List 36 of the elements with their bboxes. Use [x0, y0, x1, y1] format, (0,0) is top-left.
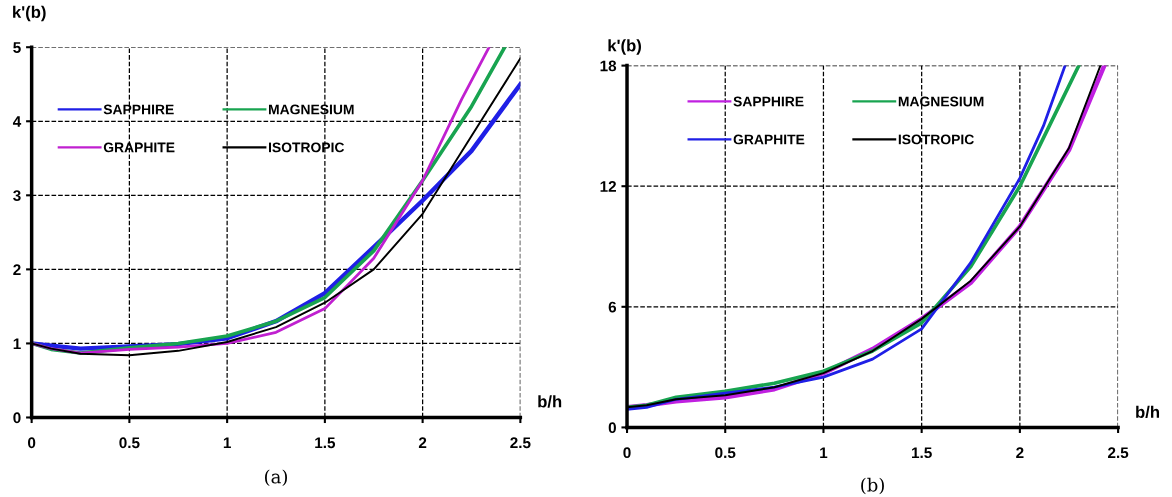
y-tick-label: 5: [13, 42, 21, 53]
x-tick-label: 0: [28, 437, 36, 449]
x-tick-label: 1: [820, 447, 828, 458]
y-axis-title: k'(b): [608, 39, 641, 55]
y-axis-title: k'(b): [13, 5, 46, 22]
x-axis-title: b/h: [538, 395, 562, 408]
y-tick-label: 2: [13, 264, 21, 275]
x-axis-title: b/h: [1136, 405, 1160, 419]
legend-label: SAPPHIRE: [733, 96, 804, 107]
x-tick-label: 2.5: [510, 437, 531, 449]
x-tick-label: 1: [223, 437, 231, 448]
legend-label: ISOTROPIC: [898, 134, 974, 145]
y-tick-label: 6: [608, 301, 617, 313]
y-tick-label: 18: [600, 60, 617, 72]
y-tick-label: 3: [13, 190, 21, 202]
legend-label: MAGNESIUM: [898, 96, 984, 107]
x-tick-label: 2.5: [1108, 447, 1129, 459]
legend-label: GRAPHITE: [103, 142, 175, 153]
legend-label: MAGNESIUM: [269, 104, 354, 115]
x-tick-label: 2: [418, 437, 427, 448]
y-tick-label: 0: [13, 412, 21, 424]
y-tick-label: 1: [13, 338, 21, 349]
legend-label: SAPPHIRE: [103, 104, 174, 115]
legend-label: GRAPHITE: [733, 134, 805, 145]
legend-label: ISOTROPIC: [269, 142, 345, 153]
y-tick-label: 4: [12, 116, 22, 127]
x-tick-label: 1.5: [315, 437, 336, 449]
text: (b): [861, 477, 884, 495]
y-tick-label: 12: [600, 181, 616, 192]
x-tick-label: 1.5: [912, 447, 932, 459]
y-tick-label: 0: [608, 422, 616, 434]
x-tick-label: 0: [623, 447, 631, 459]
text: (a): [265, 469, 287, 487]
x-tick-label: 0.5: [715, 447, 736, 459]
x-tick-label: 0.5: [119, 437, 140, 449]
x-tick-label: 2: [1016, 447, 1024, 458]
